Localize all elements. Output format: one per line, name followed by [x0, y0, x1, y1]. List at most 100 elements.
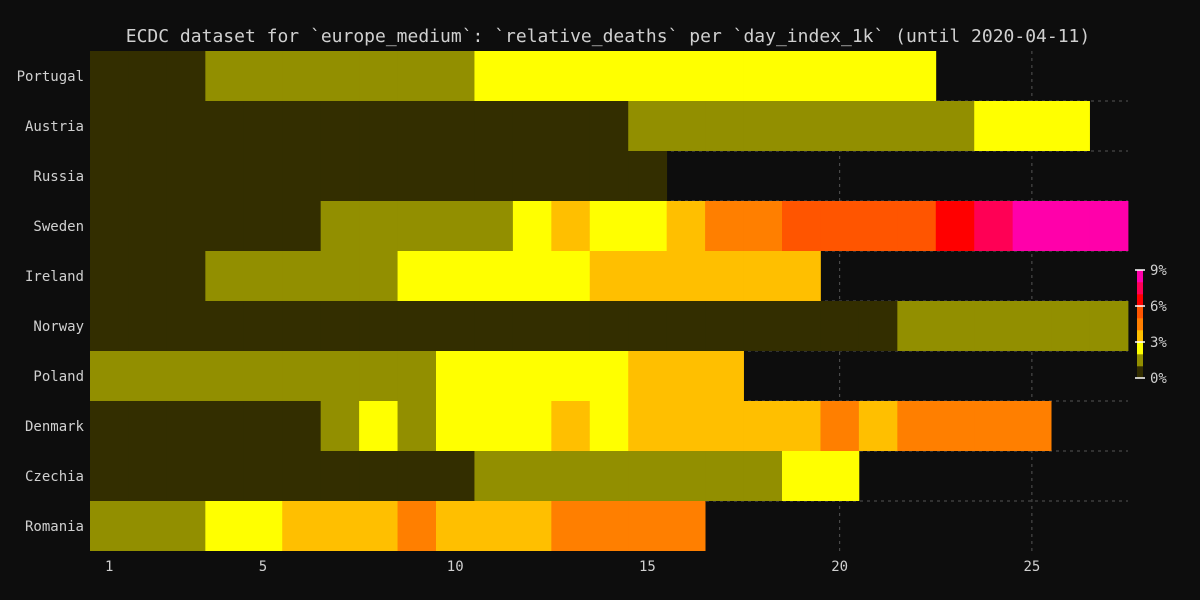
heatmap-cell	[397, 201, 437, 251]
heatmap-cell	[359, 251, 398, 301]
heatmap-cell	[897, 101, 937, 151]
heatmap-cell	[436, 101, 475, 151]
heatmap-cell	[128, 351, 168, 401]
heatmap-cell	[359, 351, 398, 401]
heatmap-cell	[551, 401, 591, 451]
heatmap-cell	[782, 451, 821, 501]
heatmap-cell	[820, 451, 860, 501]
heatmap-cell	[666, 401, 706, 451]
y-tick-label: Poland	[33, 369, 84, 385]
heatmap-cell	[974, 301, 1014, 351]
heatmap-cell	[128, 201, 168, 251]
heatmap-cell	[282, 151, 322, 201]
heatmap-cell	[320, 251, 360, 301]
heatmap-cell	[474, 351, 514, 401]
heatmap-cell	[474, 151, 514, 201]
heatmap-cell	[397, 501, 437, 551]
colorbar-swatch	[1137, 276, 1143, 283]
heatmap-cell	[243, 251, 283, 301]
heatmap-cell	[320, 201, 360, 251]
colorbar-swatch	[1137, 312, 1143, 319]
heatmap-cell	[90, 451, 129, 501]
heatmap-cell	[551, 351, 591, 401]
colorbar-swatch	[1137, 324, 1143, 331]
heatmap-cell	[705, 201, 744, 251]
colorbar-swatch	[1137, 318, 1143, 325]
heatmap-cell	[743, 201, 783, 251]
heatmap-cell	[166, 201, 206, 251]
heatmap-cell	[743, 101, 783, 151]
heatmap-cell	[282, 401, 322, 451]
heatmap-cell	[90, 351, 129, 401]
colorbar-tick-label: 0%	[1150, 371, 1167, 387]
heatmap-cell	[90, 51, 129, 101]
heatmap-cell	[974, 201, 1014, 251]
heatmap-cell	[512, 151, 552, 201]
heatmap-cell	[243, 51, 283, 101]
heatmap-cell	[743, 301, 783, 351]
heatmap-cell	[205, 151, 245, 201]
heatmap-cell	[820, 101, 860, 151]
heatmap-cell	[589, 301, 629, 351]
heatmap-cell	[90, 501, 129, 551]
heatmap-cell	[282, 51, 322, 101]
heatmap-cell	[282, 451, 322, 501]
heatmap-cell	[243, 201, 283, 251]
heatmap-cell	[666, 251, 706, 301]
heatmap-cell	[205, 351, 245, 401]
heatmap-cell	[243, 501, 283, 551]
y-tick-label: Norway	[33, 319, 84, 335]
y-tick-label: Austria	[25, 119, 84, 135]
colorbar: 9% 6% 3% 0%	[1135, 263, 1167, 387]
heatmap-cell	[1012, 101, 1052, 151]
heatmap-cell	[589, 151, 629, 201]
heatmap-cell	[666, 351, 706, 401]
colorbar-swatch	[1137, 300, 1143, 307]
heatmap-cell	[589, 101, 629, 151]
heatmap-cell	[90, 251, 129, 301]
heatmap-cell	[474, 201, 514, 251]
heatmap-cell	[205, 251, 245, 301]
heatmap-cell	[974, 401, 1014, 451]
y-tick-label: Ireland	[25, 269, 84, 285]
heatmap-cell	[512, 501, 552, 551]
heatmap-cell	[589, 451, 629, 501]
heatmap-cell	[897, 301, 937, 351]
heatmap-cell	[243, 451, 283, 501]
heatmap-cell	[820, 201, 860, 251]
heatmap-cell	[282, 301, 322, 351]
heatmap-cell	[359, 51, 398, 101]
heatmap-cell	[243, 401, 283, 451]
heatmap-cell	[551, 151, 591, 201]
heatmap-cell	[666, 51, 706, 101]
heatmap-cell	[436, 51, 475, 101]
heatmap-cell	[359, 101, 398, 151]
heatmap-cell	[474, 401, 514, 451]
heatmap-cell	[320, 101, 360, 151]
heatmap-cell	[205, 501, 245, 551]
heatmap-cell	[320, 301, 360, 351]
heatmap-cell	[820, 401, 860, 451]
heatmap-cell	[628, 351, 668, 401]
heatmap-cell	[90, 101, 129, 151]
heatmap-cell	[551, 301, 591, 351]
heatmap-cell	[166, 151, 206, 201]
heatmap-cell	[743, 251, 783, 301]
heatmap-cell	[551, 51, 591, 101]
heatmap-cell	[205, 401, 245, 451]
heatmap-cell	[512, 401, 552, 451]
heatmap-cell	[436, 151, 475, 201]
heatmap-cell	[90, 301, 129, 351]
heatmap-cell	[512, 251, 552, 301]
heatmap-cell	[782, 251, 821, 301]
heatmap-cell	[243, 101, 283, 151]
colorbar-swatch	[1137, 342, 1143, 349]
heatmap-cell	[397, 351, 437, 401]
heatmap-cell	[666, 101, 706, 151]
heatmap-cell	[282, 351, 322, 401]
heatmap-cell	[935, 401, 975, 451]
heatmap-cell	[474, 51, 514, 101]
heatmap-cell	[397, 251, 437, 301]
heatmap-cell	[166, 501, 206, 551]
